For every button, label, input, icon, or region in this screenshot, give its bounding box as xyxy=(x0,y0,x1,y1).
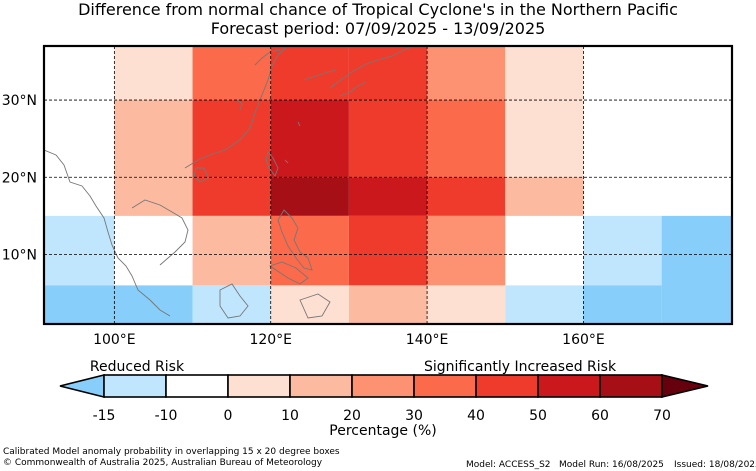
grid-cell xyxy=(505,100,584,178)
latitude-label: 20°N xyxy=(2,170,37,186)
grid-cell xyxy=(505,285,584,324)
coastline xyxy=(44,46,415,319)
latitude-tick-labels: 30°N 20°N 10°N xyxy=(2,93,37,263)
colorbar-tick-label: 70 xyxy=(653,408,671,424)
colorbar-segment xyxy=(537,374,601,398)
colorbar-tick-label: 40 xyxy=(467,408,485,424)
grid-cell xyxy=(192,215,271,286)
map-plot-area xyxy=(44,46,732,324)
grid-cell xyxy=(192,100,271,178)
colorbar-segment xyxy=(227,374,291,398)
longitude-label: 120°E xyxy=(249,332,292,348)
grid-cell xyxy=(583,215,662,286)
grid-cell xyxy=(348,46,428,101)
colorbar-segment xyxy=(599,374,663,398)
latitude-label: 30°N xyxy=(2,93,37,109)
colorbar-segment xyxy=(475,374,539,398)
grid-cell xyxy=(270,46,349,101)
longitude-label: 100°E xyxy=(93,332,136,348)
colorbar-segment xyxy=(103,374,167,398)
colorbar-segment xyxy=(165,374,229,398)
footer-copyright: © Commonwealth of Australia 2025, Austra… xyxy=(3,458,323,468)
map-title: Difference from normal chance of Tropica… xyxy=(78,0,678,19)
grid-cell xyxy=(427,46,506,101)
probability-grid xyxy=(44,46,732,324)
grid-cell xyxy=(427,215,506,286)
longitude-tick-labels: 100°E 120°E 140°E 160°E xyxy=(93,332,605,348)
colorbar-tick-label: 30 xyxy=(405,408,423,424)
grid-cell xyxy=(348,177,428,216)
grid-cell xyxy=(427,285,506,324)
legend-increased-risk-label: Significantly Increased Risk xyxy=(424,359,617,375)
footer-issued: Issued: 18/08/2025 xyxy=(674,460,756,470)
grid-cell xyxy=(44,215,115,286)
colorbar-segment xyxy=(413,374,477,398)
grid-cell xyxy=(348,100,428,178)
grid-cell xyxy=(192,46,271,101)
colorbar-min-extension xyxy=(59,373,105,399)
grid-cell xyxy=(427,177,506,216)
grid-cell xyxy=(348,215,428,286)
colorbar-tick-label: 60 xyxy=(591,408,609,424)
forecast-period-subtitle: Forecast period: 07/09/2025 - 13/09/2025 xyxy=(210,19,546,38)
colorbar-segment xyxy=(351,374,415,398)
grid-cell xyxy=(114,177,193,216)
graticule xyxy=(44,46,732,324)
grid-cell xyxy=(270,100,349,178)
grid-cell xyxy=(114,100,193,178)
colorbar-tick-label: -10 xyxy=(155,408,178,424)
longitude-label: 140°E xyxy=(406,332,449,348)
legend-reduced-risk-label: Reduced Risk xyxy=(90,359,185,375)
footer-model: Model: ACCESS_S2 xyxy=(466,460,551,470)
latitude-label: 10°N xyxy=(2,248,37,264)
longitude-label: 160°E xyxy=(562,332,605,348)
colorbar-tick-label: 10 xyxy=(281,408,299,424)
map-frame xyxy=(42,44,734,326)
grid-cell xyxy=(270,215,349,286)
grid-cell xyxy=(505,177,584,216)
colorbar-tick-label: 50 xyxy=(529,408,547,424)
color-legend-tick-labels: -15 -10 0 10 20 30 40 50 60 70 xyxy=(93,408,671,424)
grid-cell xyxy=(661,215,732,324)
colorbar-tick-label: 20 xyxy=(343,408,361,424)
color-legend-bar xyxy=(59,373,709,399)
footer-description: Calibrated Model anomaly probability in … xyxy=(3,447,340,457)
grid-cell xyxy=(427,100,506,178)
grid-cell xyxy=(505,46,584,101)
grid-cell xyxy=(270,177,349,216)
colorbar-max-extension xyxy=(661,373,709,399)
grid-cell xyxy=(192,177,271,216)
colorbar-tick-label: -15 xyxy=(93,408,116,424)
legend-axis-label: Percentage (%) xyxy=(329,423,436,439)
colorbar-tick-label: 0 xyxy=(224,408,233,424)
grid-cell xyxy=(44,285,193,324)
grid-cell xyxy=(348,285,428,324)
grid-cell xyxy=(114,46,193,101)
footer-model-run: Model Run: 16/08/2025 xyxy=(559,460,664,470)
grid-cell xyxy=(583,285,662,324)
colorbar-segment xyxy=(289,374,353,398)
